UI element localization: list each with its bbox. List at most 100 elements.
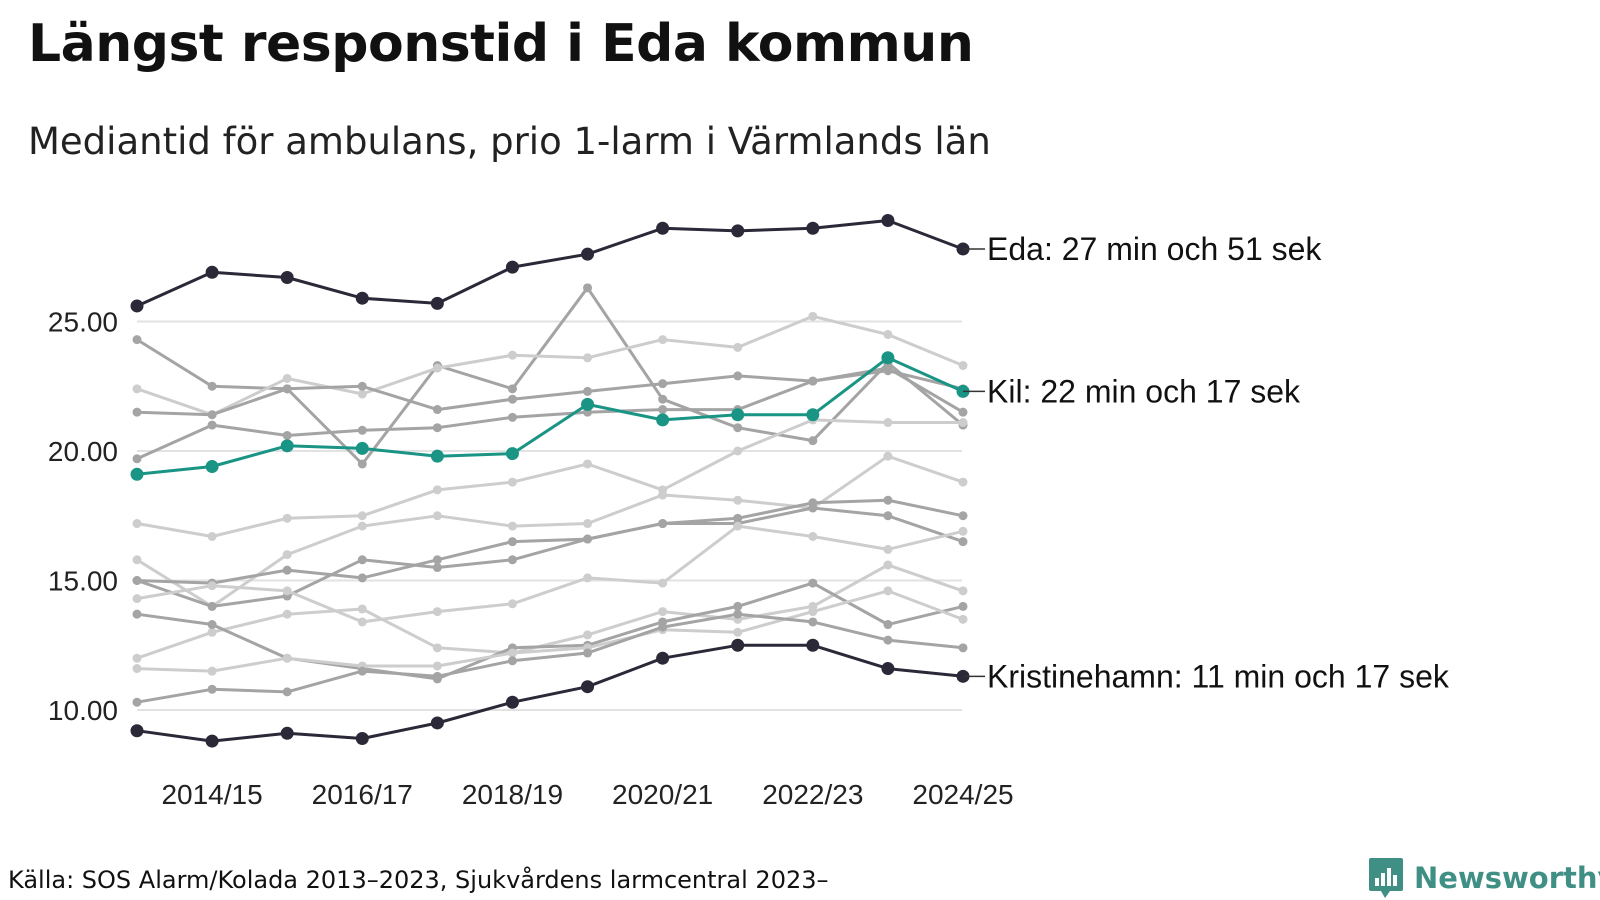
- data-point: [658, 519, 668, 529]
- data-point: [507, 384, 517, 394]
- data-point: [958, 418, 968, 428]
- newsworthy-logo-icon: [1369, 858, 1403, 898]
- data-point: [883, 451, 893, 461]
- x-tick-label: 2020/21: [612, 779, 713, 810]
- data-point: [357, 425, 367, 435]
- data-point: [282, 653, 292, 663]
- data-point: [733, 423, 743, 433]
- data-point: [280, 439, 294, 453]
- data-point: [280, 726, 294, 740]
- data-point: [132, 335, 142, 345]
- data-point: [581, 397, 595, 411]
- data-point: [733, 521, 743, 531]
- data-point: [808, 578, 818, 588]
- data-point: [357, 573, 367, 583]
- data-point: [958, 601, 968, 611]
- data-point: [130, 299, 144, 313]
- series-line: [136, 524, 964, 624]
- data-point: [808, 607, 818, 617]
- series-övrig-kommun-8: [132, 503, 968, 611]
- data-point: [658, 379, 668, 389]
- x-axis-ticks: 2014/15 2016/17 2018/19 2020/21 2022/23 2024/…: [161, 779, 1013, 810]
- data-point: [958, 614, 968, 624]
- data-point: [883, 560, 893, 570]
- data-point: [430, 449, 444, 463]
- data-point: [881, 213, 895, 227]
- data-point: [357, 389, 367, 399]
- data-point: [583, 353, 593, 363]
- data-point: [207, 684, 217, 694]
- series-övrig-kommun-11: [132, 578, 968, 684]
- data-point: [282, 609, 292, 619]
- data-point: [583, 283, 593, 293]
- data-point: [658, 405, 668, 415]
- data-point: [883, 544, 893, 554]
- data-point: [808, 436, 818, 446]
- data-point: [205, 734, 219, 748]
- data-point: [282, 550, 292, 560]
- y-tick-label: 15.00: [48, 566, 118, 597]
- data-point: [958, 586, 968, 596]
- data-point: [658, 607, 668, 617]
- data-point: [731, 224, 745, 238]
- data-point: [282, 565, 292, 575]
- data-point: [583, 386, 593, 396]
- series-line: [136, 563, 964, 660]
- data-point: [583, 534, 593, 544]
- line-chart: 10.00 15.00 20.00 25.00 2014/15 2016/17 2018/…: [48, 213, 1450, 810]
- data-point: [430, 716, 444, 730]
- series-line: [136, 643, 964, 743]
- series-line: [136, 286, 964, 466]
- x-tick-label: 2024/25: [912, 779, 1013, 810]
- series-kil: [130, 351, 970, 481]
- data-point: [656, 651, 670, 665]
- data-point: [205, 460, 219, 474]
- data-point: [656, 221, 670, 235]
- series-line: [136, 506, 964, 608]
- data-point: [883, 586, 893, 596]
- source-note: Källa: SOS Alarm/Kolada 2013–2023, Sjukv…: [8, 866, 829, 894]
- data-point: [357, 521, 367, 531]
- data-point: [658, 394, 668, 404]
- data-point: [581, 680, 595, 694]
- series-line: [136, 418, 963, 538]
- data-point: [282, 384, 292, 394]
- y-tick-label: 10.00: [48, 695, 118, 726]
- data-point: [808, 503, 818, 513]
- data-point: [881, 351, 895, 365]
- series-övrig-kommun-4: [132, 363, 968, 464]
- data-point: [507, 648, 517, 658]
- data-point: [733, 446, 743, 456]
- data-point: [432, 511, 442, 521]
- y-tick-label: 20.00: [48, 436, 118, 467]
- data-point: [806, 638, 820, 652]
- data-point: [280, 270, 294, 284]
- data-point: [958, 526, 968, 536]
- series-line: [136, 219, 964, 308]
- data-point: [883, 511, 893, 521]
- data-point: [355, 441, 369, 455]
- data-point: [958, 361, 968, 371]
- series-övrig-kommun-12: [132, 586, 968, 676]
- chart-title: Längst responstid i Eda kommun: [28, 14, 974, 74]
- data-point: [658, 490, 668, 500]
- data-point: [132, 454, 142, 464]
- x-tick-label: 2016/17: [312, 779, 413, 810]
- data-point: [883, 418, 893, 428]
- data-point: [808, 311, 818, 321]
- data-point: [733, 342, 743, 352]
- data-point: [282, 586, 292, 596]
- data-point: [581, 247, 595, 261]
- data-point: [207, 410, 217, 420]
- data-point: [132, 609, 142, 619]
- series-övrig-kommun-10: [132, 560, 968, 663]
- data-point: [806, 408, 820, 422]
- data-point: [207, 381, 217, 391]
- series-övrig-kommun-5: [132, 415, 968, 541]
- data-point: [432, 423, 442, 433]
- data-point: [505, 260, 519, 274]
- highlighted-series: [130, 213, 970, 748]
- data-point: [507, 521, 517, 531]
- series-kristinehamn: [130, 638, 970, 748]
- data-point: [207, 420, 217, 430]
